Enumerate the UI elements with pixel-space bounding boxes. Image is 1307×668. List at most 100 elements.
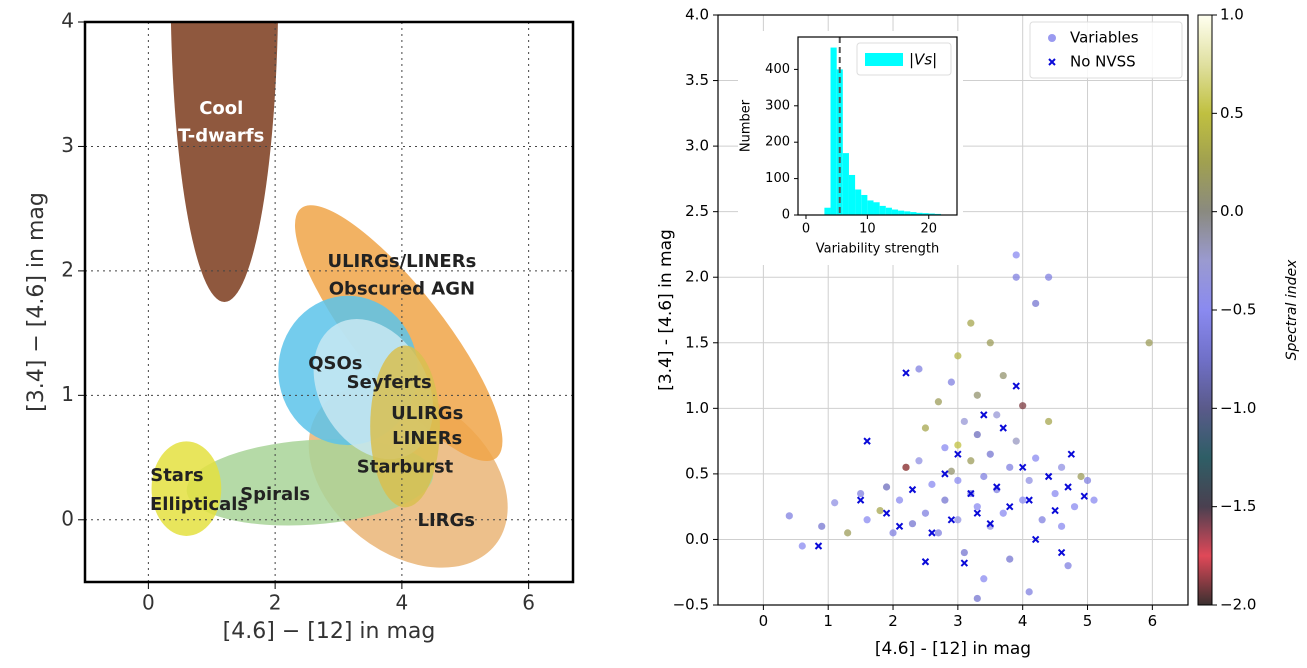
point [831, 499, 839, 507]
point [1057, 463, 1066, 471]
region [370, 345, 440, 508]
y-tick-label: 2 [61, 257, 74, 281]
hist-bar [879, 205, 886, 215]
colorbar-tick-label: −0.5 [1220, 301, 1256, 319]
point [1045, 417, 1053, 426]
y-tick-label: 3.0 [685, 137, 709, 155]
colorbar-tick-label: 0.5 [1220, 104, 1244, 122]
point [1019, 402, 1027, 410]
y-tick-label: 1.0 [685, 399, 709, 417]
point [941, 444, 949, 452]
point [967, 319, 975, 327]
point [1038, 516, 1046, 524]
y-tick-label: 1 [61, 382, 74, 406]
point [882, 509, 891, 517]
x-tick-label: 6 [1148, 612, 1158, 630]
point [1044, 472, 1053, 481]
point [882, 483, 891, 491]
hist-bar [910, 212, 917, 215]
colorbar-tick-label: −1.5 [1220, 497, 1256, 515]
points [785, 251, 1153, 603]
legend-marker [1048, 58, 1056, 66]
x-tick-label: 2 [888, 612, 898, 630]
y-tick-label: 0 [61, 506, 74, 530]
point [915, 365, 923, 373]
hist-bar [885, 207, 892, 215]
hist-bar [873, 202, 880, 215]
point [973, 430, 981, 439]
point [980, 575, 988, 583]
point [1032, 299, 1040, 308]
point [1064, 483, 1072, 491]
point [941, 470, 949, 478]
point [1057, 548, 1066, 557]
point [921, 558, 930, 566]
point [902, 369, 910, 377]
colorbar-tick-label: −2.0 [1220, 596, 1256, 614]
point [960, 417, 968, 426]
point [973, 509, 982, 517]
point [1051, 489, 1059, 498]
point [1012, 251, 1020, 259]
x-axis-label: [4.6] − [12] in mag [223, 619, 436, 644]
hist-bar [848, 174, 856, 215]
y-tick-label: 2.5 [685, 202, 709, 220]
region-label: QSOs [308, 353, 362, 374]
point [1090, 496, 1098, 504]
y-tick-label: 0 [782, 208, 790, 223]
point [986, 520, 994, 528]
point [973, 594, 981, 603]
hist-bar [891, 209, 899, 215]
point [960, 548, 968, 557]
point [954, 476, 962, 485]
point [818, 522, 826, 530]
y-tick-label: 400 [765, 62, 790, 77]
point [928, 480, 936, 488]
x-tick-label: 4 [396, 591, 409, 615]
colorbar-tick-label: 1.0 [1220, 6, 1244, 24]
point [999, 509, 1007, 517]
point [908, 485, 917, 494]
region-label: ULIRGs [391, 403, 463, 424]
x-axis-label: Variability strength [816, 242, 940, 257]
region [186, 439, 434, 526]
point [947, 378, 955, 386]
point [941, 496, 949, 504]
point [1025, 496, 1033, 504]
point [915, 457, 923, 465]
point [902, 463, 910, 471]
y-tick-label: 3 [61, 133, 74, 157]
region-label: Cool [199, 98, 243, 119]
region-label: Spirals [240, 484, 310, 505]
point [993, 483, 1001, 491]
region-label: LINERs [392, 428, 462, 449]
point [934, 398, 943, 406]
legend-label: No NVSS [1070, 53, 1136, 71]
y-tick-label: 300 [765, 98, 790, 113]
x-tick-label: 4 [1018, 612, 1028, 630]
point [960, 559, 969, 567]
region-label: LIRGs [417, 510, 475, 531]
legend-label: Variables [1070, 29, 1139, 47]
point [934, 529, 943, 537]
y-tick-label: 1.5 [685, 333, 709, 351]
x-tick-label: 6 [522, 591, 535, 615]
point [1080, 492, 1088, 500]
hist-bar [824, 207, 831, 215]
y-axis-label: Number [739, 99, 754, 152]
point [1006, 555, 1014, 563]
point [1070, 503, 1079, 511]
x-tick-label: 0 [802, 221, 810, 236]
y-axis-label: [3.4] - [4.6] in mag [656, 229, 676, 391]
hist-bar [922, 213, 929, 215]
x-tick-label: 20 [920, 221, 937, 236]
point [986, 450, 994, 458]
hist-bar [867, 200, 874, 215]
point [844, 529, 852, 537]
x-axis-label: [4.6] - [12] in mag [875, 639, 1031, 659]
region-label: Obscured AGN [329, 279, 475, 300]
point [947, 516, 956, 524]
hist-bar [855, 189, 862, 215]
y-tick-label: −0.5 [673, 596, 709, 614]
